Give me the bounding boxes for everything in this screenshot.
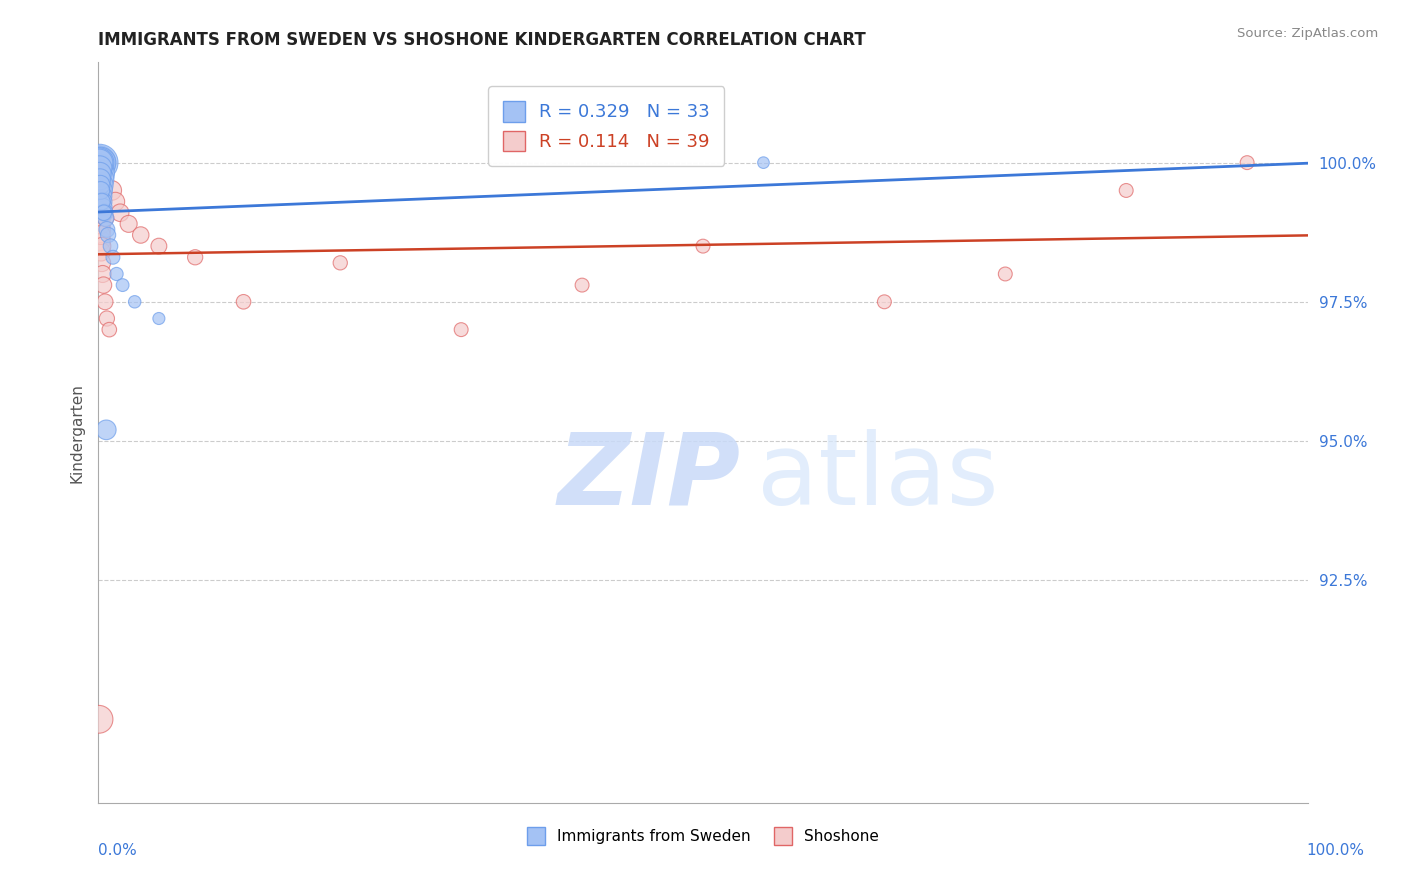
Point [329, 256, 352, 270]
Point [1115, 184, 1137, 198]
Point [90, 244, 112, 259]
Point [90, 194, 112, 209]
Point [89, 155, 111, 169]
Point [450, 323, 472, 337]
Point [87, 167, 110, 181]
Text: ZIP: ZIP [558, 428, 741, 525]
Text: Source: ZipAtlas.com: Source: ZipAtlas.com [1237, 27, 1378, 40]
Point [90, 234, 112, 248]
Point [94, 294, 117, 309]
Point [90, 184, 112, 198]
Y-axis label: Kindergarten: Kindergarten [69, 383, 84, 483]
Point [89, 222, 111, 236]
Point [124, 294, 146, 309]
Point [94, 211, 117, 226]
Point [89, 155, 111, 169]
Point [93, 278, 115, 293]
Point [87, 178, 110, 192]
Point [232, 294, 254, 309]
Point [90, 184, 112, 198]
Point [91, 267, 114, 281]
Point [96, 222, 118, 236]
Point [89, 178, 111, 192]
Point [87, 712, 110, 726]
Point [90, 178, 112, 192]
Text: atlas: atlas [758, 428, 1000, 525]
Point [94, 211, 117, 226]
Point [752, 155, 775, 169]
Point [90, 256, 112, 270]
Point [101, 250, 124, 264]
Point [89, 155, 111, 169]
Point [89, 184, 111, 198]
Point [89, 155, 111, 169]
Point [97, 227, 120, 242]
Point [148, 239, 170, 253]
Point [148, 311, 170, 326]
Point [91, 239, 114, 253]
Point [89, 211, 111, 226]
Point [100, 184, 122, 198]
Point [93, 205, 115, 219]
Point [90, 167, 112, 181]
Point [108, 205, 131, 219]
Text: 0.0%: 0.0% [98, 843, 138, 858]
Point [873, 294, 896, 309]
Point [111, 278, 134, 293]
Point [91, 194, 114, 209]
Point [93, 205, 115, 219]
Point [96, 423, 118, 437]
Point [89, 194, 111, 209]
Text: 100.0%: 100.0% [1306, 843, 1364, 858]
Point [91, 189, 114, 203]
Point [89, 217, 111, 231]
Point [89, 167, 111, 181]
Point [87, 155, 110, 169]
Point [98, 323, 121, 337]
Point [90, 227, 112, 242]
Point [87, 172, 110, 186]
Point [96, 311, 118, 326]
Legend: Immigrants from Sweden, Shoshone: Immigrants from Sweden, Shoshone [520, 821, 886, 851]
Point [89, 155, 111, 169]
Point [118, 217, 141, 231]
Point [91, 200, 114, 214]
Point [89, 200, 111, 214]
Point [994, 267, 1017, 281]
Point [89, 161, 111, 176]
Point [571, 278, 593, 293]
Point [105, 267, 128, 281]
Point [89, 205, 111, 219]
Point [692, 239, 714, 253]
Point [100, 239, 122, 253]
Point [90, 172, 112, 186]
Text: IMMIGRANTS FROM SWEDEN VS SHOSHONE KINDERGARTEN CORRELATION CHART: IMMIGRANTS FROM SWEDEN VS SHOSHONE KINDE… [98, 31, 866, 49]
Point [184, 250, 207, 264]
Point [129, 227, 152, 242]
Point [104, 194, 127, 209]
Point [89, 189, 111, 203]
Point [1236, 155, 1258, 169]
Point [89, 161, 111, 176]
Point [89, 172, 111, 186]
